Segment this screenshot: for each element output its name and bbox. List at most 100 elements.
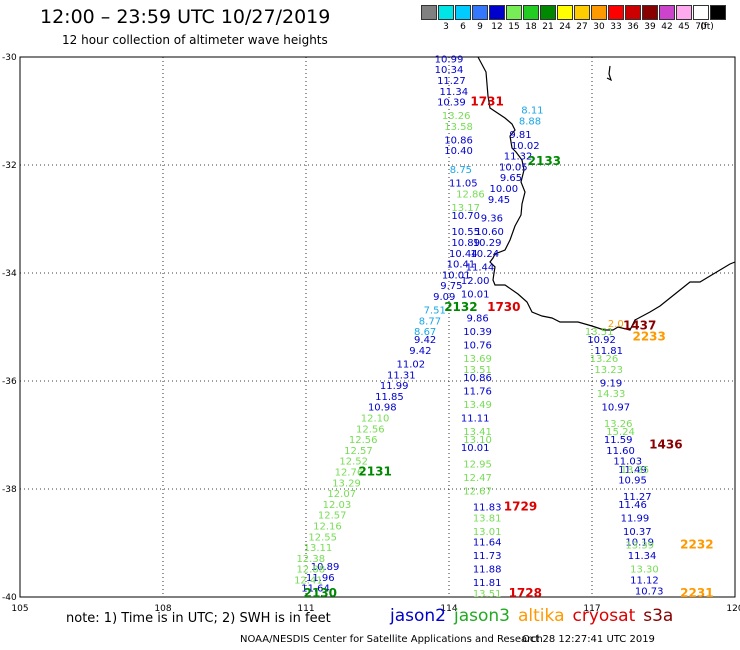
wave-value: 9.09 xyxy=(433,292,455,303)
wave-value: 13.51 xyxy=(463,365,492,376)
wave-value: 11.12 xyxy=(630,576,659,587)
legend-swatch xyxy=(506,5,522,20)
wave-value: 10.34 xyxy=(435,65,464,76)
generated-timestamp: Oct 28 12:27:41 UTC 2019 xyxy=(522,634,655,645)
wave-value: 13.10 xyxy=(463,435,492,446)
wave-value: 10.01 xyxy=(461,443,490,454)
legend-label: 45 xyxy=(678,22,690,32)
wave-value: 13.23 xyxy=(594,365,623,376)
wave-value: 9.36 xyxy=(481,214,503,225)
wave-value: 10.97 xyxy=(602,403,631,414)
wave-value: 11.27 xyxy=(623,492,652,503)
x-tick-label: 117 xyxy=(583,604,600,614)
wave-value: 10.99 xyxy=(435,54,464,65)
satellite-name: jason3 xyxy=(454,606,510,626)
wave-value: 9.81 xyxy=(509,130,531,141)
page-title: 12:00 – 23:59 UTC 10/27/2019 xyxy=(40,6,331,28)
axis-ticks: 105 108 111 114 117 120 -30 -32 -34 -36 -38 -40 xyxy=(2,53,740,614)
wave-value: 11.64 xyxy=(301,584,330,595)
pass-time: 2232 xyxy=(680,537,713,551)
legend-swatch xyxy=(693,5,709,20)
wave-value: 10.44 xyxy=(449,249,478,260)
wave-value: 10.01 xyxy=(442,270,471,281)
legend-swatch xyxy=(642,5,658,20)
legend-label: 42 xyxy=(661,22,673,32)
wave-value: 12.16 xyxy=(313,522,342,533)
wave-value: 13.51 xyxy=(473,589,502,600)
legend-label: 18 xyxy=(525,22,537,32)
wave-value: 8.67 xyxy=(414,327,436,338)
legend-swatch xyxy=(523,5,539,20)
wave-value: 11.49 xyxy=(618,465,647,476)
wave-value: 9.42 xyxy=(409,346,431,357)
legend-label: 3 xyxy=(443,22,449,32)
wave-value: 7.51 xyxy=(424,306,446,317)
legend-swatch xyxy=(489,5,505,20)
wave-value: 13.11 xyxy=(304,543,333,554)
wave-value: 10.24 xyxy=(470,249,499,260)
wave-value: 12.52 xyxy=(339,457,368,468)
pass-time: 2133 xyxy=(528,154,561,168)
wave-value: 13.49 xyxy=(463,400,492,411)
pass-time: 1437 xyxy=(623,319,656,333)
wave-value: 12.07 xyxy=(327,489,356,500)
satellite-name: jason2 xyxy=(390,606,446,626)
wave-value: 13.39 xyxy=(625,540,654,551)
wave-value: 11.81 xyxy=(473,578,502,589)
wave-value: 11.11 xyxy=(461,414,490,425)
wave-value: 10.40 xyxy=(444,146,473,157)
wave-value: 10.37 xyxy=(623,527,652,538)
pass-time: 1436 xyxy=(649,438,682,452)
wave-value: 11.64 xyxy=(473,538,502,549)
legend-label: 15 xyxy=(508,22,520,32)
wave-value: 9.65 xyxy=(500,173,522,184)
legend-swatch xyxy=(472,5,488,20)
pass-time: 2231 xyxy=(680,586,713,600)
legend-label: 33 xyxy=(610,22,622,32)
wave-value: 12.55 xyxy=(308,532,337,543)
wave-value: 9.75 xyxy=(440,281,462,292)
wave-value: 13.69 xyxy=(463,354,492,365)
wave-value: 8.11 xyxy=(521,106,543,117)
wave-value: 11.34 xyxy=(439,87,468,98)
pass-time: 1731 xyxy=(470,95,503,109)
wave-value: 11.02 xyxy=(397,360,426,371)
legend-label: 30 xyxy=(593,22,605,32)
satellite-name: cryosat xyxy=(572,606,636,626)
wave-value: 12.56 xyxy=(349,435,378,446)
wave-value: 9.86 xyxy=(466,314,488,325)
wave-value: 10.00 xyxy=(489,184,518,195)
wave-value: 13.26 xyxy=(604,419,633,430)
wave-value: 10.19 xyxy=(625,538,654,549)
wave-value: 11.59 xyxy=(604,435,633,446)
wave-value: 10.39 xyxy=(463,327,492,338)
wave-value: 10.73 xyxy=(635,586,664,597)
legend-swatch xyxy=(557,5,573,20)
legend-label: 36 xyxy=(627,22,639,32)
wave-value: 10.86 xyxy=(444,135,473,146)
wave-value: 12.03 xyxy=(323,500,352,511)
legend-swatch xyxy=(625,5,641,20)
legend-swatch xyxy=(659,5,675,20)
west-coast xyxy=(477,56,736,331)
wave-value: 11.81 xyxy=(594,346,623,357)
wave-value: 13.26 xyxy=(590,354,619,365)
wave-value: 10.29 xyxy=(473,238,502,249)
pass-time: 1728 xyxy=(509,586,542,600)
wave-value: 10.70 xyxy=(451,211,480,222)
wave-value: 13.35 xyxy=(621,465,650,476)
wave-value: 13.81 xyxy=(473,513,502,524)
wave-value: 8.77 xyxy=(419,316,441,327)
wave-value: 12.57 xyxy=(344,446,373,457)
legend-swatch xyxy=(438,5,454,20)
wave-value: 10.41 xyxy=(447,260,476,271)
wave-value: 10.01 xyxy=(461,289,490,300)
x-tick-label: 108 xyxy=(154,604,171,614)
wave-value: 11.88 xyxy=(473,565,502,576)
x-tick-label: 105 xyxy=(11,604,28,614)
wave-value: 11.99 xyxy=(621,513,650,524)
wave-value: 9.45 xyxy=(488,195,510,206)
legend-swatch xyxy=(591,5,607,20)
wave-value: 12.00 xyxy=(461,276,490,287)
satellite-legend: jason2 jason3 altika cryosat s3a xyxy=(390,606,681,626)
